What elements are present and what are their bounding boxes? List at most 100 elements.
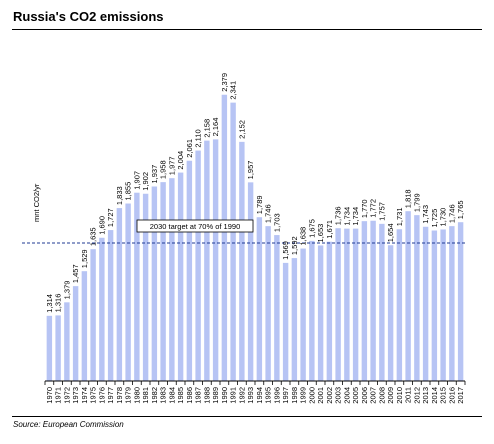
x-tick-label-1999: 1999 [299,387,308,404]
x-tick-label-1994: 1994 [255,387,264,404]
x-tick-label-2013: 2013 [421,387,430,404]
bar-1983 [160,182,166,381]
bar-2015 [440,229,446,381]
value-label-2008: 1,757 [377,202,386,221]
x-tick-label-2000: 2000 [307,387,316,404]
bar-1972 [64,302,70,381]
x-tick-label-1989: 1989 [211,387,220,404]
bar-2011 [405,211,411,381]
value-label-1996: 1,703 [272,213,281,232]
bar-1999 [300,248,306,381]
value-label-2012: 1,799 [412,193,421,212]
bar-1982 [151,186,158,381]
value-label-2014: 1,725 [430,209,439,228]
value-label-1974: 1,529 [80,249,89,268]
value-label-2007: 1,772 [369,199,378,218]
value-label-1971: 1,316 [54,294,63,313]
bar-1986 [186,160,193,381]
x-tick-label-1980: 1980 [132,387,141,404]
bar-2014 [431,230,438,381]
chart-title: Russia's CO2 emissions [13,9,164,24]
bar-1981 [142,193,149,381]
value-label-1994: 1,789 [255,195,264,214]
x-tick-label-1995: 1995 [264,387,273,404]
bar-1971 [55,315,61,381]
x-tick-label-1996: 1996 [272,387,281,404]
value-label-1976: 1,690 [97,216,106,235]
bar-1978 [116,208,123,381]
bar-1990 [221,94,228,382]
value-label-2003: 1,736 [334,206,343,225]
x-tick-label-1997: 1997 [281,387,290,404]
value-label-1987: 2,110 [194,129,203,147]
target-annotation-box [136,219,254,233]
bar-2006 [361,221,368,381]
bar-1984 [169,178,175,381]
source-rule [12,416,482,417]
x-tick-label-1974: 1974 [80,387,89,404]
x-tick-label-2002: 2002 [325,387,334,404]
x-tick-label-1971: 1971 [54,387,63,404]
source-note: Source: European Commission [13,420,124,429]
value-label-1999: 1,638 [299,227,308,246]
bar-2016 [449,226,455,381]
x-tick-label-2016: 2016 [447,387,456,404]
value-label-1970: 1,314 [45,294,54,313]
x-tick-label-2008: 2008 [377,387,386,404]
x-tick-label-1988: 1988 [202,387,211,404]
x-tick-label-2003: 2003 [334,387,343,404]
bar-1997 [282,262,289,381]
value-label-1979: 1,855 [124,182,133,201]
bar-2010 [396,229,403,381]
x-tick-label-1978: 1978 [115,387,124,404]
x-tick-label-1982: 1982 [150,387,159,404]
bar-2002 [326,241,333,381]
x-tick-label-2014: 2014 [430,387,439,404]
bar-1992 [239,141,245,381]
bar-2004 [344,228,350,381]
value-label-1984: 1,977 [167,156,176,175]
x-tick-label-1970: 1970 [45,387,54,404]
value-label-2017: 1,765 [456,200,465,219]
value-label-1995: 1,746 [264,204,273,223]
x-tick-label-2006: 2006 [360,387,369,404]
bar-1975 [90,249,96,381]
bar-1970 [46,315,53,381]
x-tick-label-1976: 1976 [97,387,106,404]
value-label-1993: 1,957 [246,161,255,180]
value-label-1980: 1,907 [132,171,141,190]
x-tick-label-2015: 2015 [439,387,448,404]
x-tick-label-1986: 1986 [185,387,194,404]
bar-1994 [256,217,263,381]
bar-2017 [457,222,464,381]
value-label-2005: 1,734 [351,207,360,226]
value-label-2009: 1,654 [386,223,395,242]
x-tick-label-1975: 1975 [89,387,98,404]
x-tick-label-2011: 2011 [404,387,413,403]
x-tick-label-2007: 2007 [369,387,378,404]
bar-1995 [265,226,271,381]
value-label-1977: 1,727 [106,208,115,227]
value-label-1981: 1,902 [141,172,150,191]
bar-1980 [134,192,140,381]
value-label-1975: 1,635 [89,227,98,246]
x-tick-label-1973: 1973 [71,387,80,404]
value-label-2002: 1,671 [325,220,334,239]
x-tick-label-1992: 1992 [237,387,246,404]
x-tick-label-1972: 1972 [62,387,71,404]
value-label-2016: 1,746 [447,204,456,223]
value-label-1985: 2,004 [176,151,185,170]
value-label-1991: 2,341 [229,81,238,100]
value-label-2001: 1,653 [316,224,325,243]
value-label-2011: 1,818 [404,189,413,208]
x-tick-label-1985: 1985 [176,387,185,404]
x-tick-label-1998: 1998 [290,387,299,404]
value-label-1992: 2,152 [237,120,246,139]
x-tick-label-2017: 2017 [456,387,465,404]
bar-1988 [204,140,210,381]
x-tick-label-2004: 2004 [342,387,351,404]
bar-1979 [125,203,131,381]
bar-1993 [247,182,254,381]
bar-1991 [230,102,236,381]
